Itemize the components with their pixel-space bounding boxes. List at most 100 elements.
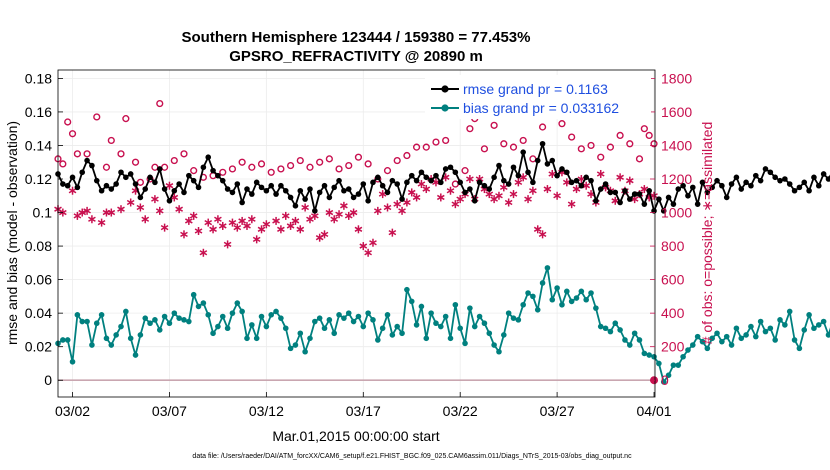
rmse-point — [767, 169, 774, 176]
bias-point — [127, 335, 134, 342]
bias-point — [292, 342, 299, 348]
plot-frame — [57, 69, 656, 398]
obs-count-series — [54, 99, 659, 385]
assimilated-obs-marker — [88, 215, 96, 224]
bias-point — [253, 335, 260, 342]
bias-point — [249, 322, 255, 328]
rmse-point — [345, 186, 352, 192]
rmse-point — [748, 182, 754, 189]
bias-point — [762, 328, 769, 335]
y-tick-label: 0 — [44, 372, 52, 388]
assimilated-obs-marker — [252, 235, 261, 244]
possible-obs-marker — [345, 161, 353, 170]
bias-point — [757, 318, 764, 325]
bias-point — [394, 323, 401, 330]
rmse-point — [752, 172, 759, 179]
rmse-point — [394, 181, 401, 187]
possible-obs-marker — [451, 180, 459, 188]
y2-tick-label: 800 — [661, 238, 685, 254]
rmse-point — [714, 177, 720, 184]
assimilated-obs-marker — [165, 181, 174, 190]
bias-point — [74, 312, 81, 318]
legend-box — [425, 75, 651, 119]
possible-obs-marker — [466, 125, 474, 133]
bias-point — [156, 327, 163, 333]
y2-tick-label: 400 — [661, 305, 685, 321]
possible-obs-marker — [626, 140, 634, 148]
rmse-point — [113, 181, 119, 187]
x-tick-label: 03/27 — [540, 403, 575, 419]
rmse-point — [796, 184, 803, 191]
rmse-point — [447, 164, 454, 171]
rmse-point — [636, 191, 643, 197]
bias-point — [428, 310, 434, 316]
bias-point — [723, 333, 730, 340]
possible-obs-marker — [122, 115, 130, 123]
assimilated-obs-marker — [562, 178, 571, 187]
bias-point — [660, 379, 667, 385]
bias-point — [418, 303, 425, 310]
bias-point — [665, 372, 672, 379]
assimilated-obs-marker — [509, 190, 518, 199]
assimilated-obs-marker — [83, 206, 91, 215]
possible-obs-marker — [136, 178, 144, 186]
assimilated-obs-marker — [180, 230, 188, 239]
rmse-point — [568, 179, 575, 186]
bias-point — [588, 290, 594, 296]
y-tick-label: 0.04 — [25, 305, 52, 321]
bias-point — [462, 340, 468, 347]
bias-point — [234, 300, 241, 306]
bias-point — [752, 333, 759, 340]
rmse-point — [123, 174, 129, 181]
possible-obs-marker — [316, 158, 324, 166]
rmse-point — [384, 189, 391, 196]
bias-point — [166, 320, 173, 327]
assimilated-obs-marker — [78, 208, 87, 217]
assimilated-obs-marker — [257, 225, 266, 234]
bias-point — [423, 335, 430, 342]
rmse-point — [476, 179, 483, 186]
bias-point — [370, 317, 376, 323]
rmse-point — [544, 161, 551, 167]
bias-point — [815, 322, 822, 328]
bias-point — [549, 296, 556, 303]
bias-point — [336, 312, 342, 318]
bias-point — [302, 348, 308, 355]
bias-point — [573, 295, 580, 301]
bias-point — [651, 353, 657, 360]
assimilated-obs-marker — [650, 191, 658, 200]
bias-point — [375, 337, 381, 343]
rmse-point — [127, 171, 134, 177]
bias-point — [786, 308, 793, 315]
rmse-point — [762, 166, 769, 172]
assimilated-obs-marker — [514, 178, 523, 187]
assimilated-obs-marker — [204, 218, 213, 227]
rmse-point — [423, 174, 430, 181]
y2-tick-label: 1200 — [661, 171, 692, 187]
assimilated-obs-marker — [320, 230, 329, 239]
bias-point — [190, 291, 197, 298]
bias-point — [345, 310, 352, 316]
bias-point — [811, 325, 817, 332]
assimilated-obs-marker — [417, 180, 426, 189]
possible-obs-marker — [587, 141, 595, 150]
rmse-point — [229, 189, 236, 196]
rmse-point — [452, 169, 459, 176]
rmse-point — [772, 174, 778, 181]
bias-point — [607, 328, 614, 335]
x-tick-label: 03/07 — [152, 403, 187, 419]
rmse-point — [219, 177, 226, 184]
bias-point — [525, 290, 531, 296]
possible-obs-marker — [354, 153, 363, 161]
rmse-point — [360, 181, 367, 187]
bias-point — [64, 337, 71, 343]
possible-obs-marker — [248, 163, 256, 171]
x-tick-label: 03/02 — [55, 403, 90, 419]
assimilated-obs-marker — [369, 238, 377, 247]
assimilated-obs-marker — [151, 195, 159, 204]
assimilated-obs-marker — [553, 191, 561, 200]
rmse-point — [413, 177, 420, 184]
rmse-point — [190, 177, 197, 184]
bias-point — [161, 313, 168, 320]
bias-point — [680, 353, 686, 360]
